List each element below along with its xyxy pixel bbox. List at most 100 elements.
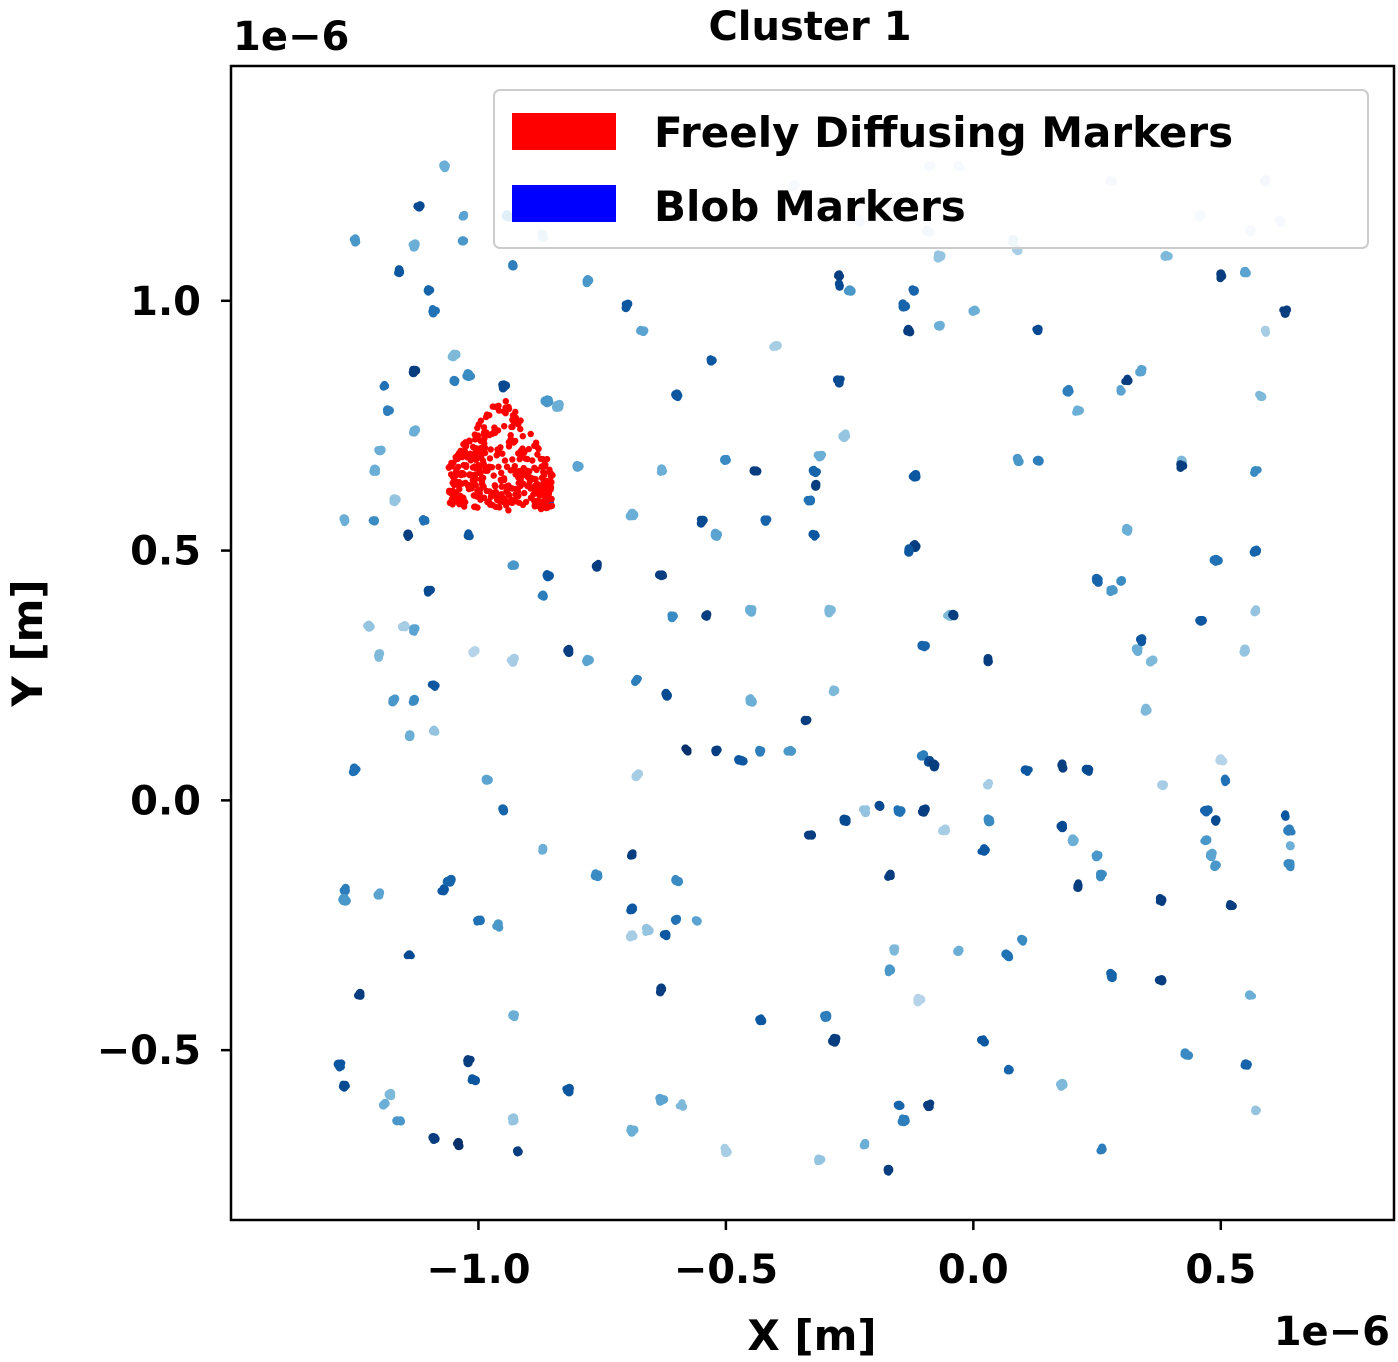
- blob-marker-dot: [890, 947, 899, 956]
- freely-diffusing-marker: [495, 407, 503, 414]
- blob-marker-dot: [538, 591, 547, 600]
- blob-marker: [1017, 934, 1028, 946]
- freely-diffusing-marker: [495, 463, 502, 470]
- blob-marker: [671, 389, 683, 402]
- blob-marker-dot: [419, 515, 427, 522]
- blob-marker: [1091, 573, 1103, 587]
- blob-marker: [983, 814, 995, 827]
- blob-marker-dot: [1213, 556, 1223, 566]
- blob-marker-dot: [935, 322, 943, 330]
- freely-diffusing-marker: [448, 463, 455, 470]
- blob-marker: [883, 1164, 894, 1176]
- legend-label-freely-diffusing: Freely Diffusing Markers: [654, 108, 1233, 157]
- freely-diffusing-marker: [460, 495, 467, 502]
- blob-marker: [442, 874, 456, 887]
- blob-marker-dot: [824, 606, 832, 615]
- blob-marker-dot: [376, 650, 384, 659]
- blob-marker-dot: [755, 1016, 765, 1026]
- blob-marker: [540, 395, 554, 408]
- freely-diffusing-marker: [480, 424, 488, 431]
- freely-diffusing-marker: [532, 441, 540, 448]
- blob-marker: [636, 325, 649, 337]
- blob-marker-dot: [903, 324, 913, 334]
- blob-marker: [551, 399, 564, 412]
- blob-marker-dot: [911, 471, 920, 479]
- blob-marker: [1140, 703, 1152, 716]
- blob-marker: [769, 341, 782, 352]
- blob-marker-dot: [838, 431, 849, 441]
- blob-marker-dot: [861, 806, 870, 815]
- blob-marker: [760, 515, 772, 526]
- blob-marker: [1055, 1078, 1068, 1091]
- blob-marker: [1216, 269, 1227, 283]
- blob-marker-dot: [1057, 1082, 1066, 1091]
- blob-marker-dot: [459, 211, 468, 221]
- blob-marker: [1145, 655, 1158, 667]
- blob-marker: [538, 843, 548, 855]
- freely-diffusing-marker: [531, 482, 539, 490]
- blob-marker-dot: [1241, 647, 1250, 656]
- blob-marker: [449, 375, 460, 387]
- blob-marker-dot: [839, 814, 849, 824]
- blob-marker-dot: [1059, 821, 1066, 829]
- blob-marker-dot: [465, 369, 474, 378]
- blob-marker-dot: [631, 771, 641, 782]
- blob-marker: [1205, 848, 1217, 862]
- blob-marker-dot: [1286, 826, 1294, 834]
- blob-marker: [537, 590, 548, 601]
- freely-diffusing-marker: [471, 503, 478, 510]
- blob-marker: [373, 888, 385, 900]
- blob-marker-dot: [950, 611, 959, 621]
- blob-marker: [582, 654, 594, 667]
- blob-marker: [655, 983, 667, 997]
- blob-marker: [1160, 250, 1173, 261]
- freely-diffusing-marker: [472, 456, 480, 463]
- blob-marker-dot: [1070, 836, 1079, 845]
- blob-marker-dot: [1249, 992, 1257, 1000]
- freely-diffusing-marker: [465, 485, 473, 493]
- blob-marker: [874, 800, 885, 811]
- freely-diffusing-marker: [506, 492, 513, 499]
- blob-marker-dot: [410, 426, 418, 434]
- blob-marker: [1096, 1143, 1107, 1155]
- blob-marker: [626, 903, 638, 915]
- plot-area: [333, 160, 1296, 1176]
- x-tick-label: −0.5: [674, 1247, 778, 1293]
- blob-marker-dot: [1073, 884, 1081, 892]
- blob-marker: [1057, 759, 1068, 773]
- blob-marker-dot: [1072, 405, 1082, 415]
- freely-diffusing-marker: [446, 499, 454, 506]
- legend: Freely Diffusing Markers Blob Markers: [493, 89, 1369, 249]
- freely-diffusing-marker: [447, 471, 455, 478]
- blob-marker: [1199, 805, 1213, 817]
- freely-diffusing-marker: [531, 464, 538, 471]
- blob-marker: [427, 680, 440, 691]
- blob-marker-dot: [1013, 458, 1022, 466]
- blob-marker: [749, 466, 762, 476]
- blob-marker: [506, 653, 519, 667]
- blob-marker: [1260, 325, 1270, 337]
- blob-marker-dot: [574, 462, 583, 470]
- blob-marker: [908, 469, 921, 482]
- blob-marker-dot: [543, 395, 551, 403]
- blob-marker-dot: [439, 886, 448, 896]
- legend-box: [493, 89, 1369, 249]
- blob-marker-dot: [383, 407, 392, 417]
- blob-marker-dot: [509, 1011, 518, 1020]
- freely-diffusing-marker: [503, 463, 511, 470]
- blob-marker: [1279, 305, 1292, 318]
- blob-marker-dot: [393, 1116, 403, 1126]
- blob-marker: [338, 1080, 350, 1092]
- blob-marker: [1200, 835, 1212, 846]
- freely-diffusing-marker: [538, 500, 545, 507]
- blob-marker-dot: [1211, 816, 1220, 825]
- blob-marker: [590, 869, 603, 882]
- blob-marker: [369, 464, 381, 476]
- blob-marker: [1250, 466, 1262, 477]
- y-tick-label: −0.5: [97, 1028, 201, 1074]
- blob-marker-dot: [1179, 461, 1188, 470]
- blob-marker-dot: [931, 762, 939, 770]
- blob-marker-dot: [846, 286, 856, 296]
- blob-marker: [1225, 900, 1237, 911]
- blob-marker: [408, 365, 421, 378]
